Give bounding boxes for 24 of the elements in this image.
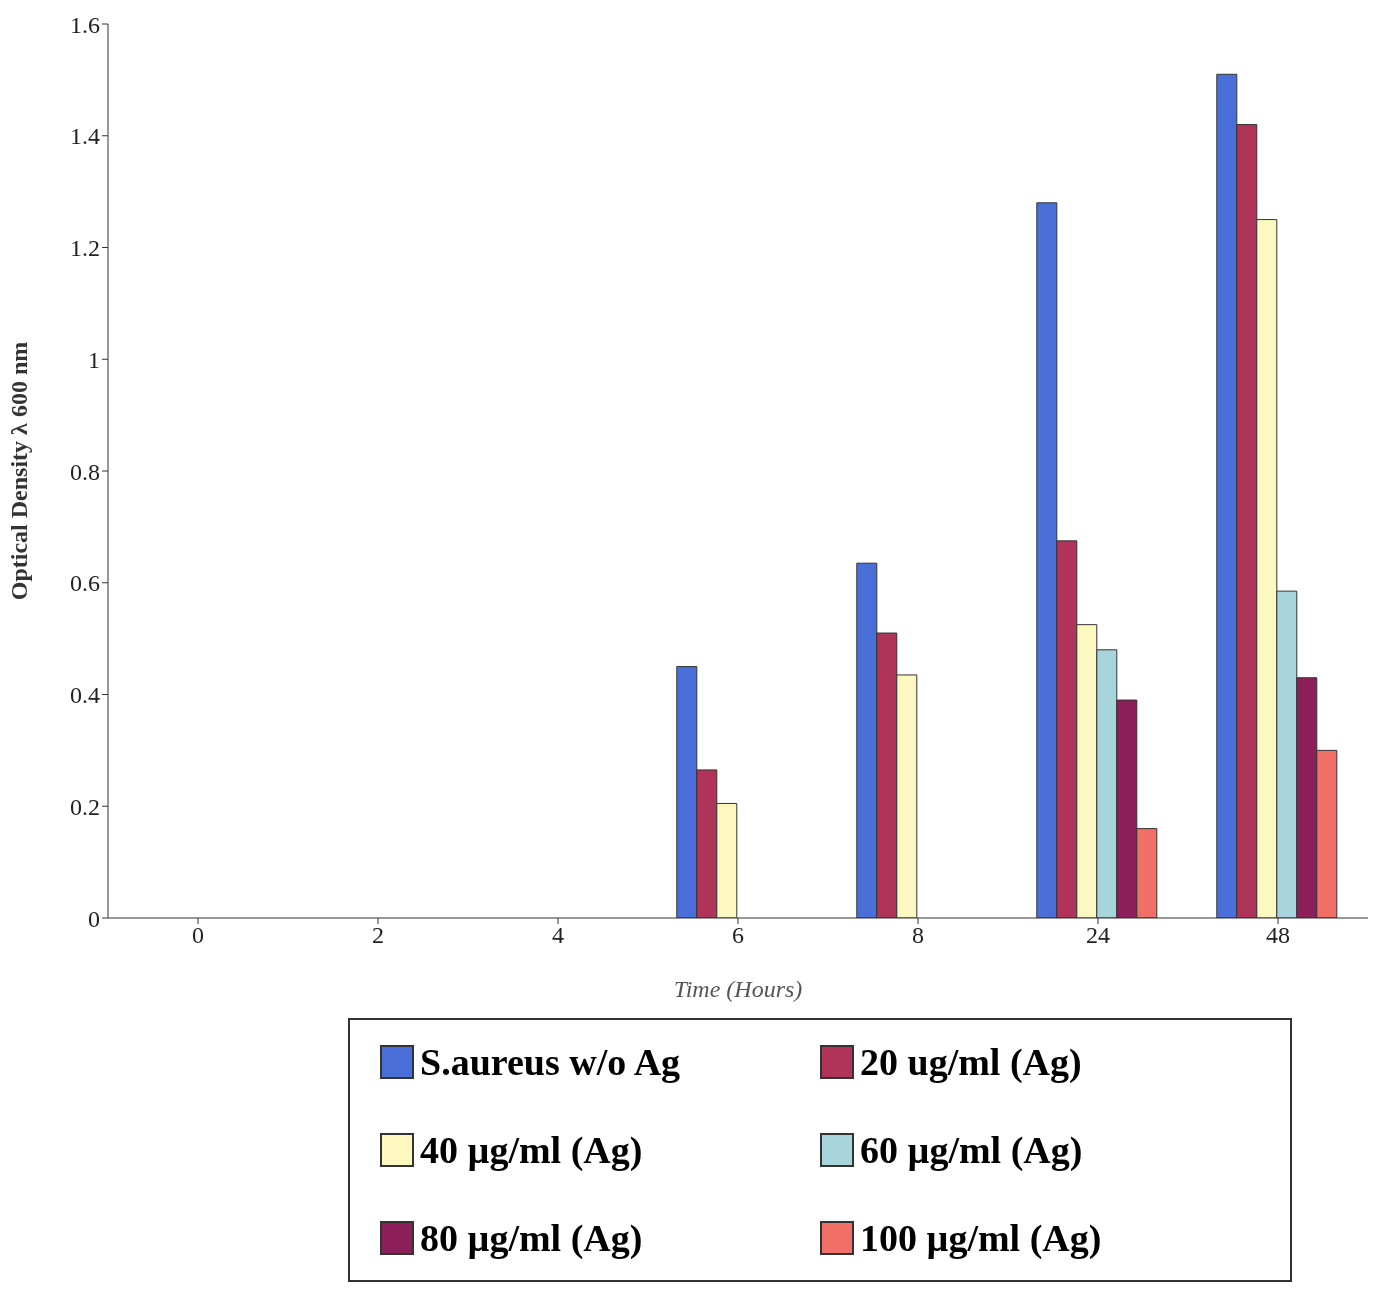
y-tick-label: 1 [88,346,100,373]
y-tick-label: 0.2 [70,793,100,820]
x-tick-label: 6 [732,922,744,949]
legend-label: S.aureus w/o Ag [420,1040,681,1084]
y-tick-label: 0.8 [70,458,100,485]
y-tick-label: 1.2 [70,235,100,262]
x-tick-label: 24 [1086,922,1110,949]
y-tick-label: 0 [88,905,100,932]
y-axis-title: Optical Density λ 600 nm [5,341,32,601]
y-tick-label: 1.6 [70,11,100,38]
legend-label: 40 µg/ml (Ag) [420,1128,643,1172]
y-tick-label: 0.6 [70,570,100,597]
y-tick-label: 1.4 [70,123,100,150]
x-tick-label: 0 [192,922,204,949]
legend-label: 100 µg/ml (Ag) [860,1216,1102,1260]
x-tick-label: 2 [372,922,384,949]
legend-label: 80 µg/ml (Ag) [420,1216,643,1260]
x-tick-label: 4 [552,922,564,949]
x-tick-label: 8 [912,922,924,949]
x-tick-label: 48 [1266,922,1290,949]
legend-label: 20 ug/ml (Ag) [860,1040,1082,1084]
x-axis-title: Time (Hours) [673,976,803,1003]
legend-label: 60 µg/ml (Ag) [860,1128,1083,1172]
y-tick-label: 0.4 [70,682,100,709]
